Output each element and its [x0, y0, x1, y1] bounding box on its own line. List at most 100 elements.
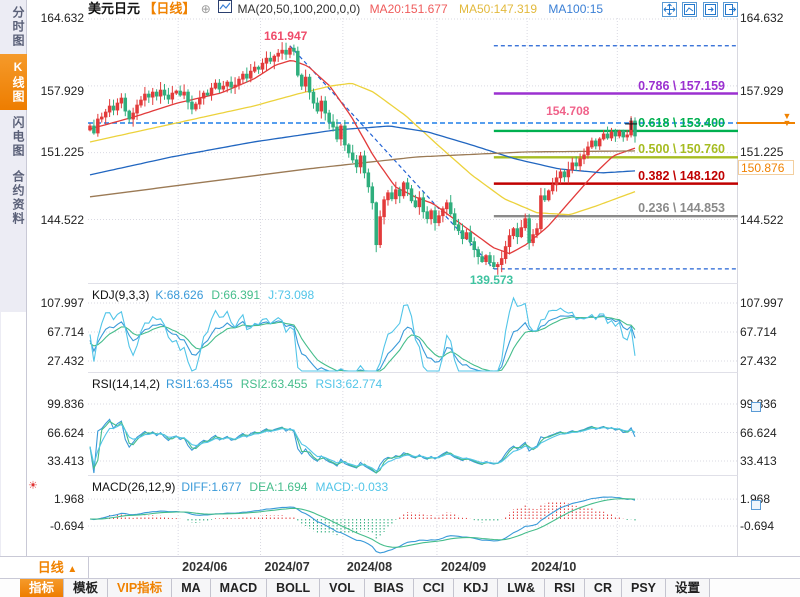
- kdj-pane[interactable]: KDJ(9,3,3) K:68.626 D:66.391 J:73.098: [88, 283, 738, 373]
- rsi-pane[interactable]: RSI(14,14,2) RSI1:63.455 RSI2:63.455 RSI3:6…: [88, 372, 738, 476]
- macd-title[interactable]: MACD(26,12,9): [92, 480, 176, 494]
- macd-diff-value: DIFF:1.677: [181, 480, 242, 494]
- chart-toolbar: [660, 2, 738, 18]
- sidebar-item-tab[interactable]: 闪电图: [11, 116, 25, 158]
- sidebar-item-active[interactable]: K线图: [0, 54, 27, 110]
- fit-chart-icon[interactable]: [682, 2, 698, 17]
- bottom-tab-rsi[interactable]: RSI: [545, 579, 585, 597]
- ma20-value: MA20:151.677: [369, 2, 448, 16]
- axis-price-label: 107.997: [40, 296, 84, 310]
- xaxis-month-label: 2024/09: [440, 560, 487, 574]
- xaxis-month-label: 2024/08: [346, 560, 393, 574]
- rsi2-value: RSI2:63.455: [240, 377, 308, 391]
- candlestick-canvas[interactable]: [88, 18, 738, 283]
- bottom-tab-kdj[interactable]: KDJ: [454, 579, 499, 597]
- axis-price-label: 157.929: [40, 84, 84, 98]
- bottom-tab-cci[interactable]: CCI: [413, 579, 455, 597]
- main-price-pane[interactable]: 161.947 139.573 154.708 0.786 \ 157.159 0…: [88, 18, 738, 287]
- kdj-d-value: D:66.391: [211, 288, 261, 302]
- fib-level-label: 0.382 \ 148.120: [638, 168, 725, 183]
- bottom-tab-vol[interactable]: VOL: [320, 579, 365, 597]
- xaxis-month-label: 2024/07: [264, 560, 310, 574]
- axis-price-label: 1.968: [53, 492, 84, 506]
- xaxis-row: 日线 ▲ 2024/06 2024/07 2024/08 2024/09 2024/10: [0, 556, 800, 579]
- bottom-tab-psy[interactable]: PSY: [621, 579, 666, 597]
- axis-price-label: 144.522: [40, 213, 84, 227]
- rsi1-value: RSI1:63.455: [166, 377, 233, 391]
- axis-price-label: 144.522: [740, 213, 784, 227]
- goto-latest-icon[interactable]: [723, 2, 738, 17]
- left-sidebar: 分时图 K线图闪电图合约资料: [0, 0, 27, 578]
- xaxis-month-label: 2024/10: [531, 560, 577, 574]
- marked-price-label: 154.708: [546, 103, 590, 118]
- period-label[interactable]: 【日线】: [143, 1, 196, 16]
- axis-price-label: -0.694: [740, 519, 775, 533]
- fib-level-label: 0.500 \ 150.760: [638, 142, 725, 157]
- add-compare-icon[interactable]: ⊕: [200, 2, 211, 16]
- macd-header: MACD(26,12,9) DIFF:1.677 DEA:1.694 MACD:-0.…: [92, 480, 388, 494]
- axis-price-label: 67.714: [740, 325, 777, 339]
- rsi-maximize-icon[interactable]: [751, 402, 761, 412]
- macd-macd-value: MACD:-0.033: [315, 480, 389, 494]
- bottom-tab-[interactable]: 设置: [666, 579, 711, 597]
- sidebar-item-tab[interactable]: 分时图: [11, 6, 25, 48]
- current-price-badge: 150.876: [738, 160, 794, 175]
- bottom-tab-cr[interactable]: CR: [584, 579, 622, 597]
- fib-level-label: 0.236 \ 144.853: [638, 201, 725, 216]
- kdj-header: KDJ(9,3,3) K:68.626 D:66.391 J:73.098: [92, 288, 314, 302]
- axis-price-label: 99.836: [740, 397, 798, 411]
- rsi-title[interactable]: RSI(14,14,2): [92, 377, 161, 391]
- axis-price-label: 66.624: [47, 426, 84, 440]
- scroll-right-icon[interactable]: [702, 2, 718, 17]
- macd-pane[interactable]: MACD(26,12,9) DIFF:1.677 DEA:1.694 MACD:-0.…: [88, 475, 738, 557]
- bottom-tab-boll[interactable]: BOLL: [267, 579, 321, 597]
- axis-price-label: 99.836: [47, 397, 84, 411]
- period-selector-arrow-icon: ▲: [67, 564, 78, 575]
- kdj-canvas[interactable]: [88, 284, 738, 373]
- macd-dea-value: DEA:1.694: [249, 480, 308, 494]
- period-selector-label: 日线: [37, 560, 64, 575]
- axis-price-label: 151.225: [740, 145, 784, 159]
- macd-settings-icon[interactable]: ☀: [28, 480, 38, 492]
- bottom-tab-bias[interactable]: BIAS: [364, 579, 414, 597]
- xaxis-month-label: 2024/06: [182, 560, 228, 574]
- ma100-value: MA100:15: [548, 2, 604, 16]
- bottom-tab-lw[interactable]: LW&: [498, 579, 546, 597]
- bottom-tab-vip[interactable]: VIP指标: [108, 579, 173, 597]
- period-selector[interactable]: 日线 ▲: [27, 557, 89, 579]
- indicator-tabbar: 指标 模板 VIP指标 MA MACD BOLL VOL BIAS CCI KDJ LW& RSI CR…: [0, 578, 800, 597]
- swing-low-label: 139.573: [469, 272, 514, 287]
- bottom-tab-macd[interactable]: MACD: [210, 579, 268, 597]
- bottom-tab-[interactable]: 指标: [20, 579, 65, 597]
- pan-tool-icon[interactable]: [661, 2, 677, 17]
- ma-settings-label[interactable]: MA(20,50,100,200,0,0): [237, 2, 361, 16]
- sidebar-item-tab[interactable]: 合约资料: [11, 170, 25, 226]
- axis-price-label: 157.929: [740, 84, 784, 98]
- ma50-value: MA50:147.319: [458, 2, 538, 16]
- fib-level-label: 0.786 \ 157.159: [638, 78, 725, 93]
- alert-price-line: [737, 122, 795, 124]
- axis-price-label: 33.413: [47, 454, 84, 468]
- bottom-tab-ma[interactable]: MA: [172, 579, 211, 597]
- fib-level-label: 0.618 \ 153.400: [638, 115, 725, 130]
- axis-price-label: 164.632: [740, 11, 784, 25]
- axis-price-label: 67.714: [47, 325, 84, 339]
- sidebar-blank-area: [1, 312, 26, 556]
- candle-chart-icon: [218, 0, 233, 13]
- rsi3-value: RSI3:62.774: [315, 377, 383, 391]
- axis-price-label: 164.632: [40, 11, 84, 25]
- axis-price-label: -0.694: [49, 519, 84, 533]
- kdj-title[interactable]: KDJ(9,3,3): [92, 288, 150, 302]
- axis-price-label: 151.225: [40, 145, 84, 159]
- bottom-tab-[interactable]: 模板: [64, 579, 109, 597]
- alert-marker-icon[interactable]: ▼ ▼: [782, 111, 792, 128]
- axis-price-label: 107.997: [740, 296, 784, 310]
- axis-price-label: 66.624: [740, 426, 777, 440]
- rsi-canvas[interactable]: [88, 373, 738, 476]
- symbol-name: 美元日元: [88, 1, 141, 16]
- macd-maximize-icon[interactable]: [751, 500, 761, 510]
- macd-canvas[interactable]: [88, 476, 738, 557]
- axis-price-label: 27.432: [740, 354, 777, 368]
- axis-price-label: 33.413: [740, 454, 777, 468]
